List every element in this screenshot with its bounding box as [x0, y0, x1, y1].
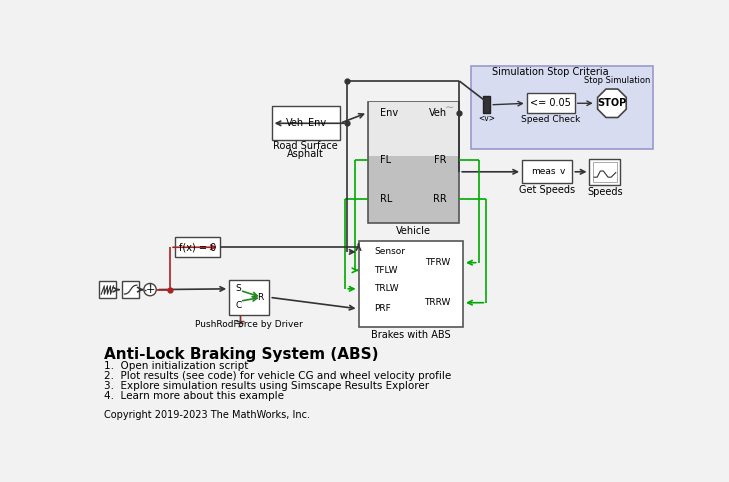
- Text: PRF: PRF: [374, 304, 391, 313]
- Text: Env: Env: [308, 118, 326, 128]
- FancyBboxPatch shape: [175, 237, 219, 257]
- Circle shape: [144, 283, 156, 296]
- Polygon shape: [598, 89, 626, 118]
- Text: C: C: [235, 301, 241, 310]
- Text: Veh: Veh: [286, 118, 304, 128]
- Text: TRRW: TRRW: [424, 298, 451, 307]
- Text: RR: RR: [433, 194, 447, 204]
- Text: Road Surface: Road Surface: [273, 141, 338, 151]
- Text: STOP: STOP: [597, 98, 626, 108]
- Text: Simulation Stop Criteria: Simulation Stop Criteria: [492, 67, 609, 78]
- Text: Veh: Veh: [429, 107, 447, 118]
- FancyBboxPatch shape: [526, 93, 574, 113]
- Text: Anti-Lock Braking System (ABS): Anti-Lock Braking System (ABS): [104, 348, 378, 362]
- Text: f(x) = 0: f(x) = 0: [179, 242, 216, 252]
- Text: 4.  Learn more about this example: 4. Learn more about this example: [104, 391, 284, 401]
- Text: Stop Simulation: Stop Simulation: [583, 77, 650, 85]
- FancyBboxPatch shape: [229, 280, 270, 315]
- Text: Vehicle: Vehicle: [396, 226, 431, 236]
- Text: <= 0.05: <= 0.05: [530, 98, 571, 108]
- FancyBboxPatch shape: [369, 103, 459, 156]
- Text: meas: meas: [531, 167, 555, 176]
- Text: PushRodForce by Driver: PushRodForce by Driver: [195, 320, 303, 329]
- Text: v: v: [559, 167, 565, 176]
- Text: Speeds: Speeds: [587, 187, 623, 197]
- FancyBboxPatch shape: [471, 66, 653, 149]
- Text: R: R: [257, 293, 263, 302]
- Text: 2.  Plot results (see code) for vehicle CG and wheel velocity profile: 2. Plot results (see code) for vehicle C…: [104, 371, 451, 381]
- Text: RL: RL: [381, 194, 393, 204]
- Text: TRLW: TRLW: [374, 284, 399, 294]
- Text: <v>: <v>: [478, 114, 495, 123]
- FancyBboxPatch shape: [593, 162, 617, 182]
- Text: Get Speeds: Get Speeds: [519, 185, 575, 195]
- FancyBboxPatch shape: [522, 160, 572, 183]
- Text: S: S: [235, 284, 241, 294]
- Text: +: +: [145, 284, 155, 295]
- Text: TFRW: TFRW: [426, 258, 451, 267]
- Text: FR: FR: [434, 155, 447, 165]
- FancyBboxPatch shape: [272, 107, 340, 140]
- FancyBboxPatch shape: [483, 96, 490, 113]
- Text: Sensor: Sensor: [374, 247, 405, 256]
- Text: Speed Check: Speed Check: [521, 115, 580, 124]
- Text: Asphalt: Asphalt: [287, 149, 324, 159]
- Text: Copyright 2019-2023 The MathWorks, Inc.: Copyright 2019-2023 The MathWorks, Inc.: [104, 410, 310, 420]
- FancyBboxPatch shape: [99, 281, 116, 298]
- Text: FL: FL: [381, 155, 391, 165]
- Text: 1.  Open initialization script: 1. Open initialization script: [104, 361, 248, 371]
- Text: Env: Env: [381, 107, 398, 118]
- FancyBboxPatch shape: [590, 159, 620, 185]
- Text: TFLW: TFLW: [374, 266, 397, 275]
- FancyBboxPatch shape: [122, 281, 139, 298]
- FancyBboxPatch shape: [368, 102, 459, 223]
- Text: 3.  Explore simulation results using Simscape Results Explorer: 3. Explore simulation results using Sims…: [104, 381, 429, 391]
- FancyBboxPatch shape: [359, 241, 463, 327]
- Text: Brakes with ABS: Brakes with ABS: [371, 330, 451, 340]
- Text: ∼: ∼: [445, 103, 455, 113]
